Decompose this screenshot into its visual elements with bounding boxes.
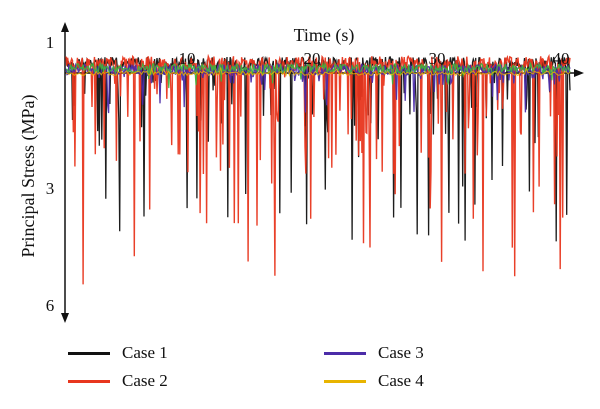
y-tick-label: 3: [46, 179, 55, 198]
legend-label: Case 2: [122, 371, 168, 390]
y-axis-arrow-top: [61, 22, 69, 32]
x-tick-label: 10: [179, 49, 196, 68]
legend-item-case-4: Case 4: [324, 370, 424, 392]
legend-swatch: [324, 379, 366, 383]
legend-item-case-2: Case 2: [68, 370, 168, 392]
legend-label: Case 4: [378, 371, 424, 390]
legend-item-case-3: Case 3: [324, 342, 424, 364]
x-axis-arrow: [574, 69, 584, 77]
x-tick-label: 30: [429, 49, 446, 68]
legend-item-case-1: Case 1: [68, 342, 168, 364]
series-case-4-line: [65, 66, 571, 77]
x-tick-label: 20: [304, 49, 321, 68]
legend-label: Case 3: [378, 343, 424, 362]
y-tick-label: 6: [46, 296, 55, 315]
legend: Case 1 Case 2 Case 3 Case 4: [60, 342, 540, 402]
x-axis-label: Time (s): [294, 25, 355, 46]
y-tick-label: 1: [46, 33, 55, 52]
series-extra-line: [65, 61, 571, 89]
x-tick-label: 40: [553, 49, 570, 68]
legend-swatch: [68, 379, 110, 383]
series-layer: [65, 53, 571, 285]
legend-swatch: [324, 351, 366, 355]
legend-swatch: [68, 351, 110, 355]
legend-label: Case 1: [122, 343, 168, 362]
y-axis-label: Principal Stress (MPa): [18, 95, 39, 258]
y-axis-arrow-bottom: [61, 313, 69, 323]
